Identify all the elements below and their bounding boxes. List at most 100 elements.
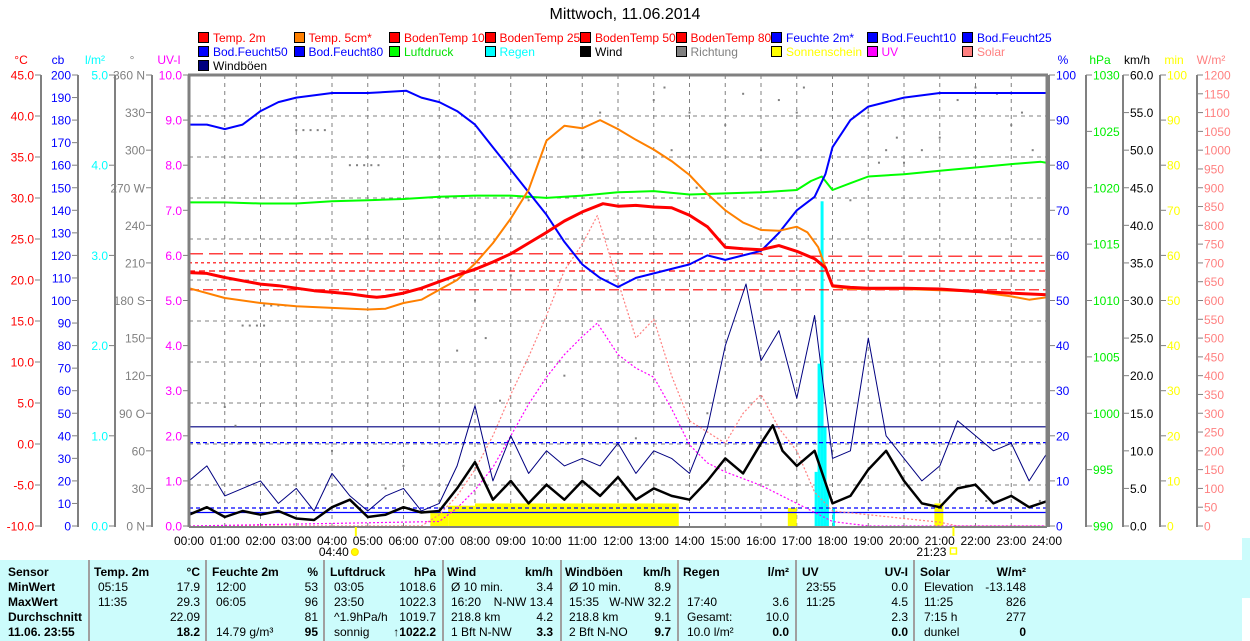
legend-label: Bod.Feucht10 bbox=[881, 30, 957, 45]
legend-item-bod-feucht80[interactable]: Bod.Feucht80 bbox=[293, 44, 384, 59]
axis-tick-label-solar: 450 bbox=[1204, 350, 1224, 364]
axis-tick-label-sun: 20 bbox=[1167, 429, 1181, 443]
x-tick-label: 05:00 bbox=[353, 534, 383, 548]
legend-item-bodentemp-10[interactable]: BodenTemp 10 bbox=[389, 31, 485, 45]
legend-item-bod-feucht50[interactable]: Bod.Feucht50 bbox=[198, 45, 288, 59]
sonnenschein-bar bbox=[934, 503, 944, 526]
axis-tick-label-wind: 50.0 bbox=[1130, 144, 1154, 158]
x-tick-label: 15:00 bbox=[710, 534, 740, 548]
series-temp-2m bbox=[188, 202, 1048, 299]
column-separator bbox=[795, 560, 797, 641]
legend-swatch bbox=[675, 32, 687, 43]
legend-label: Bod.Feucht80 bbox=[308, 44, 384, 59]
axis-tick-label-uv: 1.0 bbox=[165, 474, 182, 488]
regen-bar bbox=[823, 426, 827, 526]
axis-tick-label-temp: 40.0 bbox=[11, 110, 35, 124]
axis-tick-label-solar: 600 bbox=[1204, 294, 1224, 308]
direction-point bbox=[545, 236, 548, 239]
legend-item-wind[interactable]: Wind bbox=[580, 44, 623, 59]
legend-item-richtung[interactable]: Richtung bbox=[675, 45, 738, 59]
legend-item-bodentemp-50[interactable]: BodenTemp 50 bbox=[580, 31, 676, 45]
cell-value: 826 bbox=[1005, 595, 1026, 609]
x-tick-label: 09:00 bbox=[496, 534, 526, 548]
legend-label: Luftdruck bbox=[404, 44, 454, 59]
legend-label: Regen bbox=[499, 44, 535, 59]
cell-value: 3.3 bbox=[536, 625, 553, 639]
cell-label: 1 Bft N-NW bbox=[451, 625, 512, 639]
legend-swatch bbox=[389, 46, 400, 57]
direction-point bbox=[223, 405, 226, 408]
cell-value: 3.6 bbox=[772, 595, 789, 609]
column-unit: l/m² bbox=[767, 565, 789, 579]
axis-tick-label-dir: 150 bbox=[125, 332, 145, 346]
legend-item-temp-5cm[interactable]: Temp. 5cm* bbox=[293, 31, 372, 45]
cell-label: 03:05 bbox=[334, 580, 365, 594]
direction-point bbox=[877, 161, 880, 164]
scrollbar-stub[interactable] bbox=[1242, 538, 1250, 598]
legend-label: Sonnenschein bbox=[786, 44, 863, 59]
series-richtung bbox=[223, 86, 1041, 502]
series-solar bbox=[189, 215, 1047, 527]
axis-tick-label-cb: 50 bbox=[58, 407, 72, 421]
legend-item-windb-en[interactable]: Windböen bbox=[198, 59, 267, 73]
x-tick-label: 23:00 bbox=[996, 534, 1026, 548]
statistics-table: Sensor MinWert MaxWert Durchschnitt 11.06. 2… bbox=[0, 560, 1242, 641]
axis-tick-label-uv: 2.0 bbox=[165, 429, 182, 443]
legend-item-sonnenschein[interactable]: Sonnenschein bbox=[771, 44, 863, 59]
legend-item-uv[interactable]: UV bbox=[866, 45, 898, 59]
sonnenschein-bar bbox=[448, 505, 475, 526]
column-header: Luftdruck bbox=[330, 565, 386, 579]
axis-tick-label-temp: -10.0 bbox=[7, 520, 35, 534]
series-luftdruck bbox=[189, 160, 1048, 205]
legend-item-feuchte-2m[interactable]: Feuchte 2m* bbox=[771, 31, 854, 45]
legend-item-luftdruck[interactable]: Luftdruck bbox=[389, 44, 454, 59]
axis-tick-label-press: 1010 bbox=[1093, 294, 1120, 308]
cell-value: 53 bbox=[304, 580, 318, 594]
axis-tick-label-wind: 35.0 bbox=[1130, 256, 1154, 270]
axis-tick-label-cb: 190 bbox=[51, 91, 71, 105]
column-unit: W/m² bbox=[996, 565, 1026, 579]
cell-value: W-NW 32.2 bbox=[609, 595, 671, 609]
direction-point bbox=[456, 349, 459, 352]
direction-point bbox=[270, 304, 273, 307]
x-tick-label: 07:00 bbox=[424, 534, 454, 548]
legend-label: Wind bbox=[595, 44, 623, 59]
axis-unit-solar: W/m² bbox=[1197, 53, 1226, 67]
column-header: Solar bbox=[920, 565, 951, 579]
legend-swatch bbox=[484, 46, 496, 57]
legend-item-bod-feucht10[interactable]: Bod.Feucht10 bbox=[866, 30, 957, 45]
column-separator bbox=[677, 560, 679, 641]
legend-item-bodentemp-25[interactable]: BodenTemp 25 bbox=[484, 31, 580, 45]
legend-swatch bbox=[771, 32, 782, 43]
cell-label: Ø 10 min. bbox=[569, 580, 622, 594]
direction-point bbox=[974, 86, 977, 89]
direction-point bbox=[663, 86, 666, 89]
column-separator bbox=[323, 560, 325, 641]
legend-item-bodentemp-80[interactable]: BodenTemp 80 bbox=[675, 31, 771, 45]
legend-item-temp-2m[interactable]: Temp. 2m bbox=[198, 31, 266, 45]
x-tick-label: 17:00 bbox=[782, 534, 812, 548]
column-header: Temp. 2m bbox=[94, 565, 150, 579]
direction-point bbox=[248, 324, 251, 327]
axis-tick-label-uv: 0.0 bbox=[165, 520, 182, 534]
direction-point bbox=[903, 161, 905, 164]
cell-label: 17:40 bbox=[687, 595, 718, 609]
legend-swatch bbox=[866, 46, 878, 57]
axis-tick-label-uv: 8.0 bbox=[165, 159, 182, 173]
direction-point bbox=[581, 149, 584, 152]
axis-tick-label-press: 1005 bbox=[1093, 350, 1120, 364]
legend-item-bod-feucht25[interactable]: Bod.Feucht25 bbox=[962, 31, 1052, 45]
direction-point bbox=[652, 99, 655, 102]
row-label: Sensor bbox=[8, 565, 49, 579]
axis-tick-label-dir: 60 bbox=[132, 444, 146, 458]
axis-tick-label-cb: 70 bbox=[58, 362, 72, 376]
column-header: Windböen bbox=[565, 565, 623, 579]
legend-item-regen[interactable]: Regen bbox=[484, 44, 535, 59]
legend-item-solar[interactable]: Solar bbox=[962, 45, 1005, 59]
legend-swatch bbox=[198, 60, 209, 71]
cell-value: 4.5 bbox=[891, 595, 908, 609]
axis-tick-label-uv: 7.0 bbox=[165, 204, 182, 218]
cell-label: Elevation bbox=[924, 580, 974, 594]
direction-point bbox=[985, 499, 988, 502]
axis-tick-label-cb: 10 bbox=[58, 497, 72, 511]
